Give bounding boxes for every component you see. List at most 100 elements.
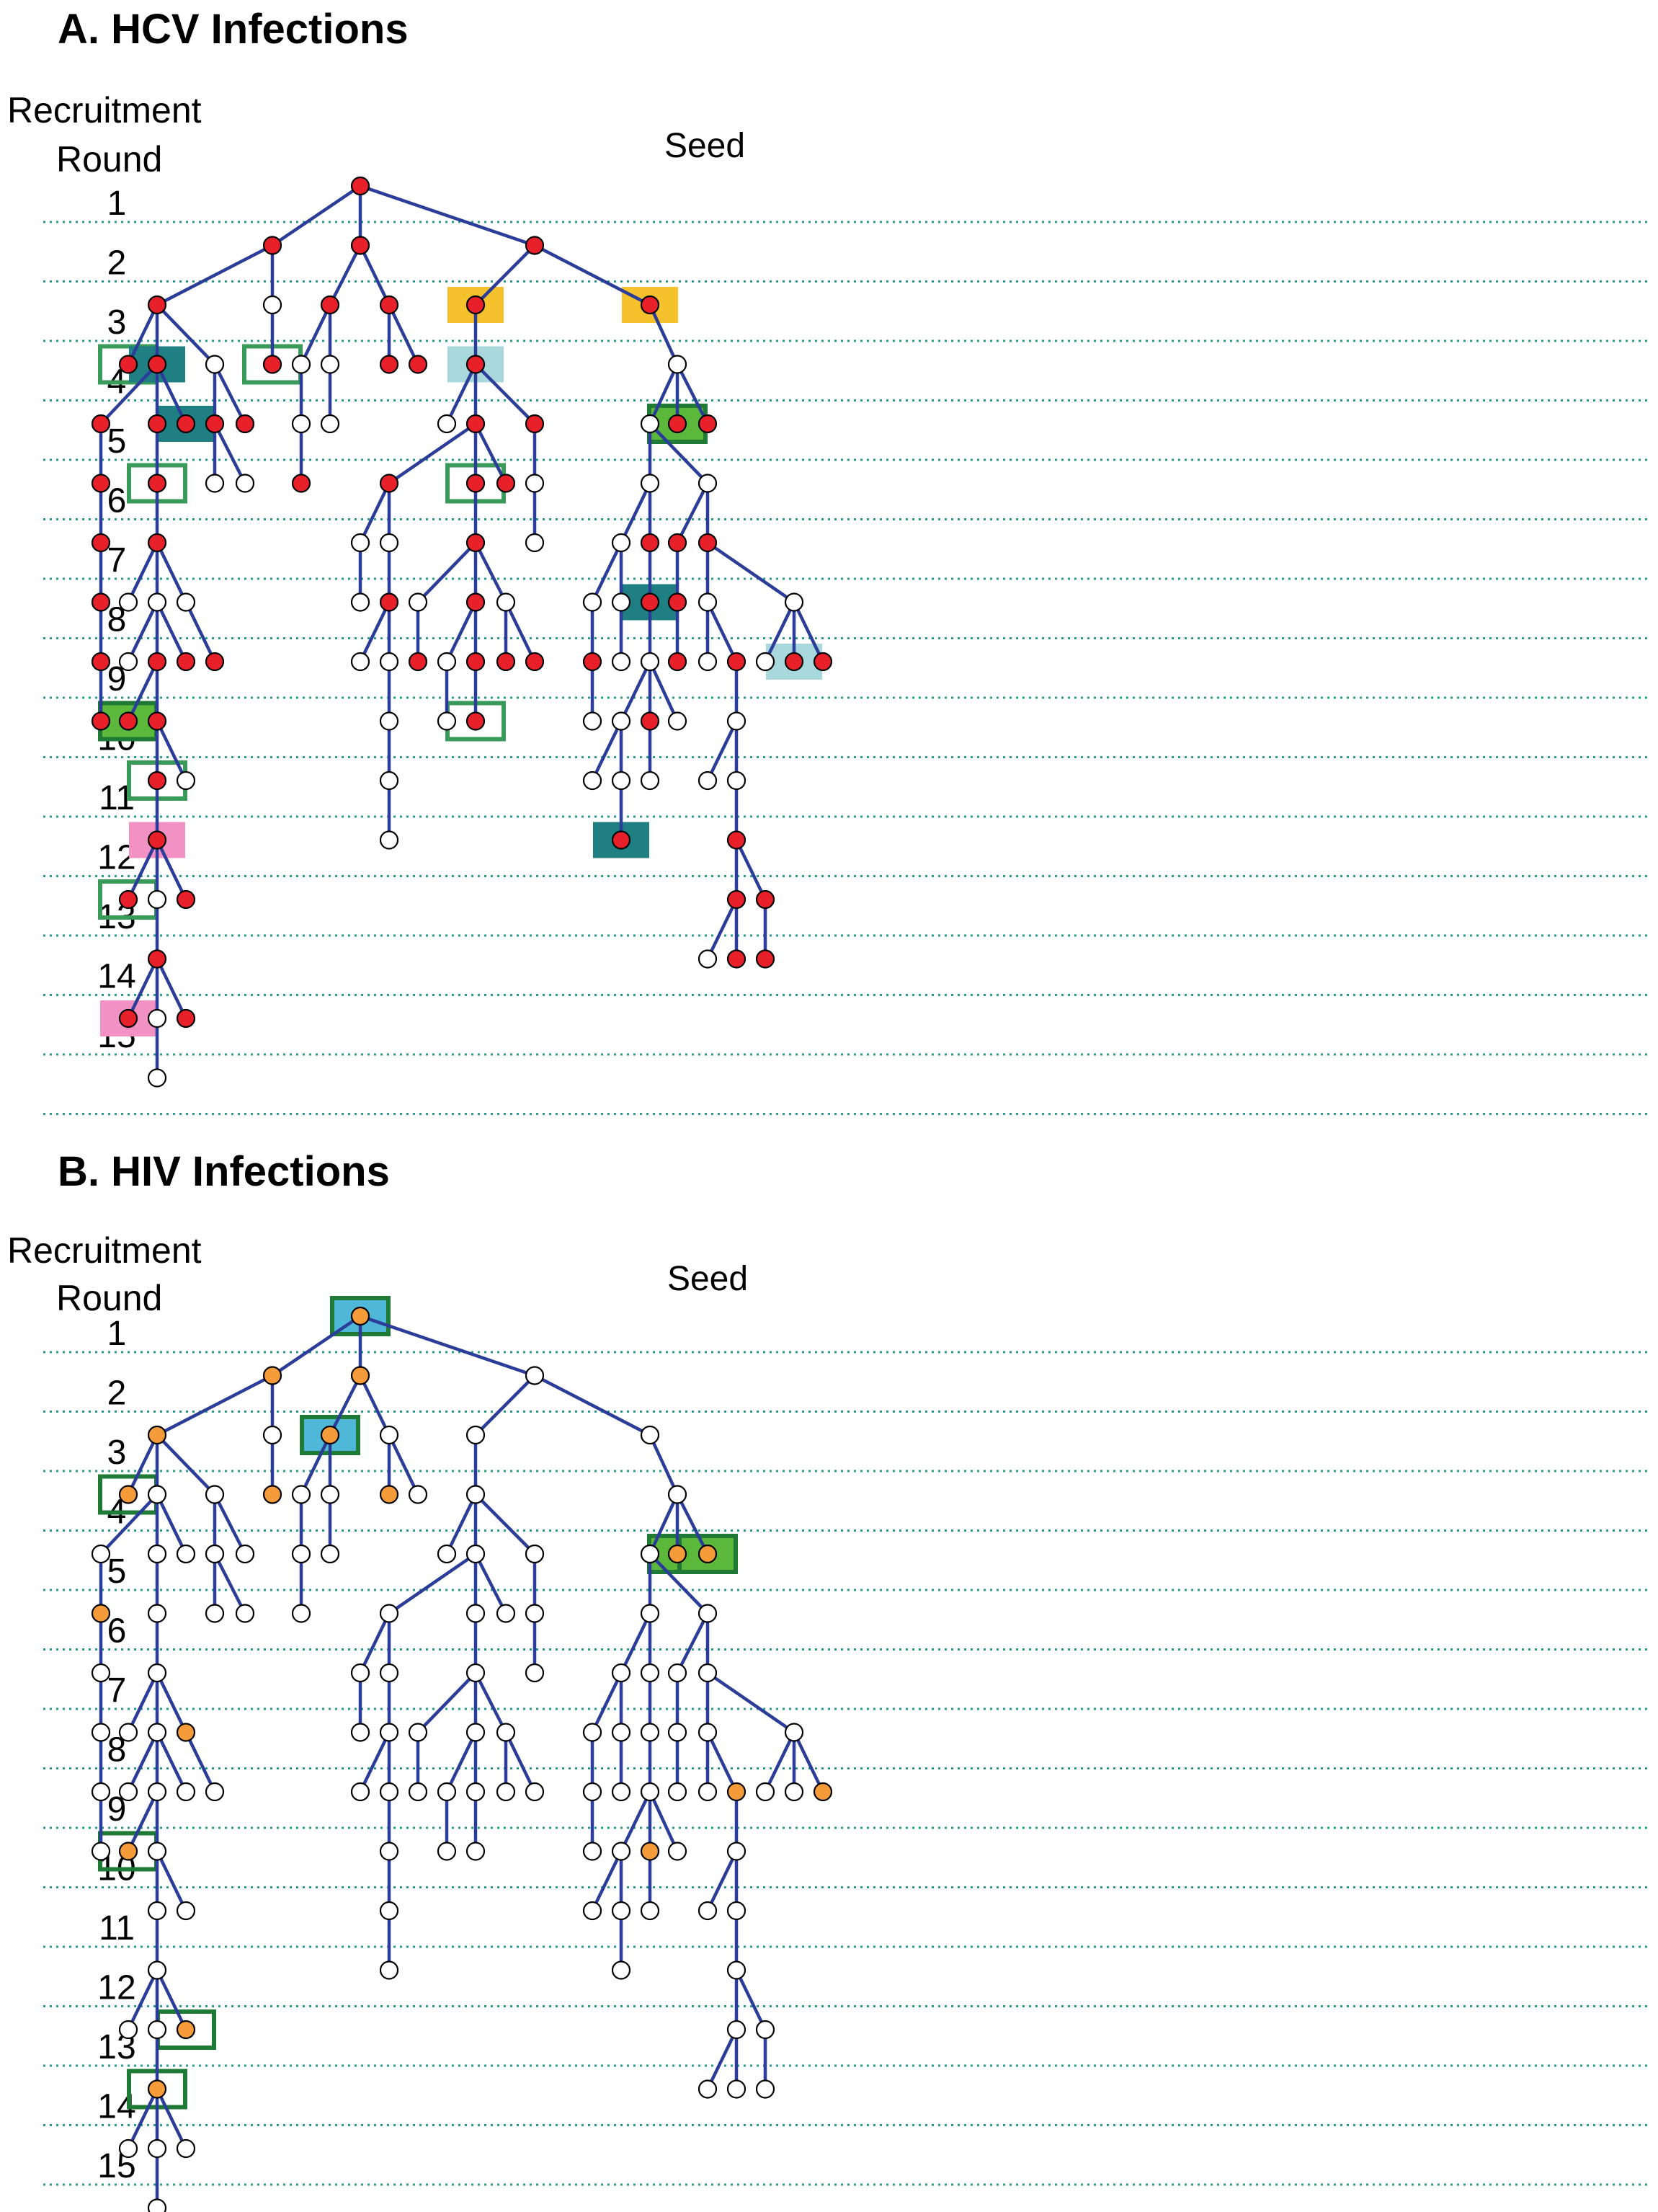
- a-edge-B1-B2a: [328, 244, 362, 307]
- b-node-A14c: [176, 2138, 196, 2159]
- b-node-A13a: [147, 2079, 167, 2099]
- b-node-C10a: [379, 1901, 399, 1921]
- b-edge-C5a-C6a: [358, 1612, 391, 1675]
- a-round-label-5: 5: [107, 422, 127, 461]
- a-node-A14a: [118, 1008, 138, 1029]
- b-node-C8c: [408, 1782, 428, 1802]
- b-edge-A13a-A14c: [155, 2087, 188, 2151]
- a-node-C8o: [784, 652, 804, 672]
- b-node-C8g: [525, 1782, 545, 1802]
- b-round-label-7: 7: [107, 1671, 127, 1710]
- panel-b-header-round: Round: [56, 1278, 162, 1318]
- a-edge-A9c-A10b: [155, 719, 188, 783]
- a-edge-C6c-C7e: [473, 541, 508, 604]
- a-node-C7b: [379, 592, 399, 612]
- a-node-C2a: [465, 295, 486, 315]
- b-node-C10d: [640, 1901, 660, 1921]
- b-node-A8c: [147, 1782, 167, 1802]
- b-node-C10e: [697, 1901, 718, 1921]
- a-node-A5a: [91, 474, 111, 493]
- b-node-C8i: [611, 1782, 631, 1802]
- a-node-A8e: [205, 652, 225, 672]
- a-node-A4a: [91, 414, 111, 434]
- a-node-C8f: [496, 652, 516, 672]
- a-edge-C7j-C8m: [705, 600, 739, 664]
- a-node-C8j: [640, 652, 660, 672]
- b-node-C11c: [726, 1960, 746, 1980]
- b-node-A4d: [205, 1544, 225, 1564]
- a-node-C8g: [525, 652, 545, 672]
- b-node-B2a: [320, 1425, 340, 1445]
- b-node-C7i: [667, 1723, 687, 1742]
- b-edge-C3a-C4c: [473, 1493, 537, 1556]
- b-edge-A9c-A10b: [155, 1849, 188, 1913]
- b-edge-C3a-C4a: [445, 1493, 478, 1556]
- a-edge-C12a-C13a: [705, 897, 739, 961]
- b-node-A12c: [176, 2020, 196, 2040]
- a-edge-C7k-C8p: [792, 600, 825, 664]
- a-node-A1: [262, 236, 282, 255]
- b-edge-A4d-A5d: [213, 1552, 247, 1615]
- a-node-A8a: [91, 652, 111, 672]
- b-node-C4f: [697, 1544, 718, 1564]
- a-node-C9f: [640, 711, 660, 731]
- a-node-B2a: [320, 295, 340, 315]
- b-edge-B1-B2b: [358, 1374, 391, 1437]
- a-node-A8c: [147, 652, 167, 672]
- a-round-label-7: 7: [107, 541, 127, 579]
- b-node-A3c: [205, 1485, 225, 1504]
- b-node-C7j: [697, 1723, 718, 1742]
- b-edge-C4d-C5f: [648, 1552, 710, 1615]
- b-node-C12a: [726, 2020, 746, 2040]
- b-node-C8m: [726, 1782, 746, 1802]
- b-node-A2b: [262, 1425, 282, 1445]
- a-edge-C4b-C5a: [387, 422, 478, 485]
- b-node-A3a: [118, 1485, 138, 1504]
- b-edge-A7d-A8e: [184, 1731, 217, 1794]
- b-edge-B1-B2a: [328, 1374, 362, 1437]
- a-node-C6g: [667, 533, 687, 553]
- b-node-C9g: [667, 1842, 687, 1861]
- b-node-A4b: [147, 1544, 167, 1564]
- b-node-C7a: [350, 1723, 370, 1742]
- b-node-C8f: [496, 1782, 516, 1802]
- b-node-C7b: [379, 1723, 399, 1742]
- a-node-C6a: [350, 533, 370, 553]
- b-edge-C7d-C8d: [445, 1731, 478, 1794]
- a-node-B3b: [320, 355, 340, 374]
- b-edge-C9e-C10b: [590, 1849, 623, 1913]
- a-node-C6h: [697, 533, 718, 553]
- b-edge-C11c-C12b: [734, 1968, 767, 2032]
- a-node-A2b3: [262, 355, 282, 374]
- a-edge-C8j-C9g: [648, 659, 679, 723]
- b-round-label-6: 6: [107, 1612, 127, 1651]
- b-edge-C2b-C3b: [648, 1433, 679, 1496]
- b-edge-C7k-C8n: [763, 1731, 796, 1794]
- a-node-C7i: [667, 592, 687, 612]
- b-edge-C6c-C7c: [416, 1671, 478, 1734]
- b-round-label-11: 11: [99, 1909, 135, 1947]
- a-node-C11b: [611, 830, 631, 850]
- b-edge-A7c-A8b: [126, 1731, 159, 1794]
- a-node-C7a: [350, 592, 370, 612]
- b-node-C3b: [667, 1485, 687, 1504]
- b-node-C5f: [697, 1604, 718, 1623]
- a-node-C7c: [408, 592, 428, 612]
- b-edge-C1-C2b: [532, 1374, 652, 1437]
- a-node-C10e: [697, 770, 718, 791]
- a-node-C3a: [465, 355, 486, 374]
- b-edge-A13a-A14a: [126, 2087, 159, 2151]
- a-edge-C7k-C8n: [763, 600, 796, 664]
- b-node-B1: [350, 1366, 370, 1385]
- a-node-C9c: [465, 711, 486, 731]
- a-node-C5b: [465, 474, 486, 493]
- b-edge-A2-A3a: [126, 1433, 159, 1496]
- a-node-A4b: [147, 414, 167, 434]
- b-node-B3b: [320, 1485, 340, 1504]
- a-node-C1: [525, 236, 545, 255]
- b-node-C7c: [408, 1723, 428, 1742]
- b-node-C9d: [582, 1842, 602, 1861]
- b-node-A8a: [91, 1782, 111, 1802]
- a-node-A3b: [147, 355, 167, 374]
- b-node-A7c: [147, 1723, 167, 1742]
